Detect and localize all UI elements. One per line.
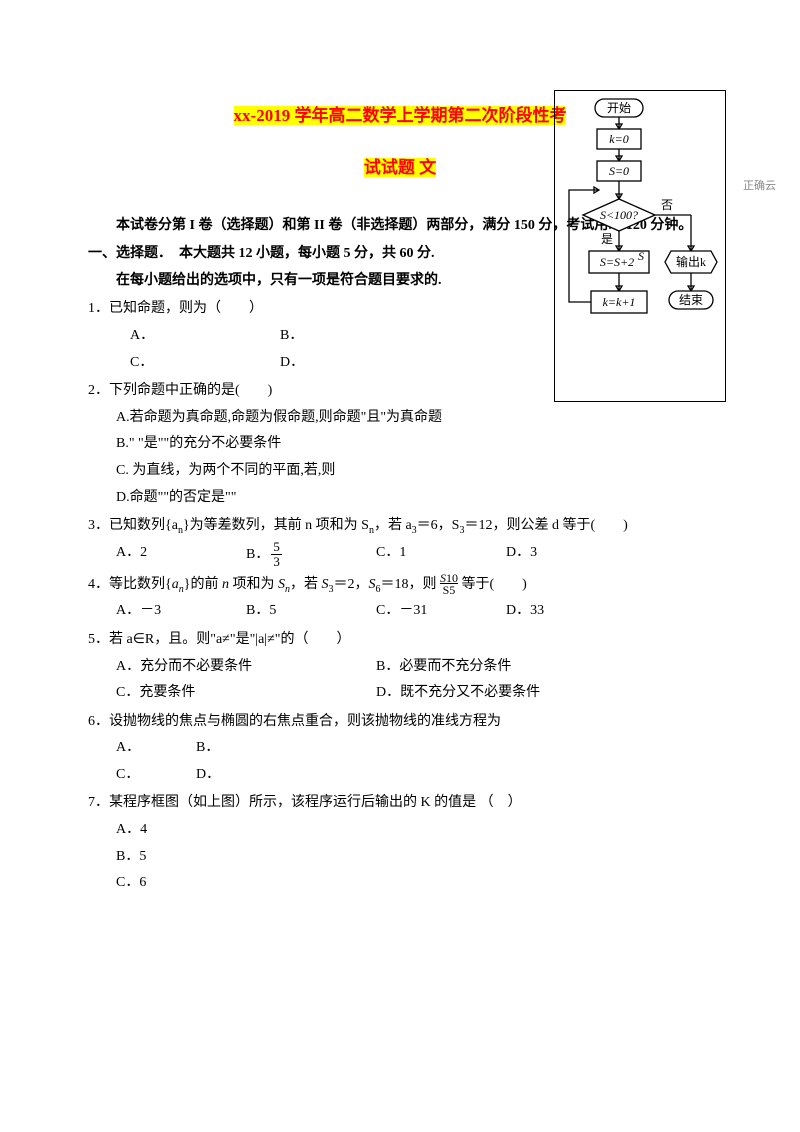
svg-text:S: S xyxy=(638,249,644,263)
svg-text:是: 是 xyxy=(601,232,613,246)
q7-B: B．5 xyxy=(88,844,712,871)
q6-options: A．B． C．D． xyxy=(88,735,712,788)
q5-stem: 5．若 a∈R，且。则"a≠"是"|a|≠"的（ ） xyxy=(88,627,712,654)
q2-B: B." "是""的充分不必要条件 xyxy=(88,431,712,458)
svg-text:开始: 开始 xyxy=(607,101,631,115)
svg-text:输出k: 输出k xyxy=(676,254,706,269)
q7-stem: 7．某程序框图（如上图）所示，该程序运行后输出的 K 的值是 （ ） xyxy=(88,790,712,817)
q2-D: D.命题""的否定是"" xyxy=(88,485,712,512)
q5-options: A．充分而不必要条件B．必要而不充分条件 C．充要条件D．既不充分又不必要条件 xyxy=(88,654,712,707)
q4-stem: 4．等比数列{an}的前 n 项和为 Sn，若 S3＝2，S6＝18，则 S10… xyxy=(88,572,712,599)
q7-A: A．4 xyxy=(88,817,712,844)
svg-text:否: 否 xyxy=(661,198,673,212)
svg-text:k=k+1: k=k+1 xyxy=(603,295,636,309)
svg-text:S=0: S=0 xyxy=(609,164,629,178)
watermark-text: 正确云 xyxy=(743,176,776,197)
svg-text:k=0: k=0 xyxy=(609,132,628,146)
q7-C: C．6 xyxy=(88,870,712,897)
q2-A: A.若命题为真命题,命题为假命题,则命题"且"为真命题 xyxy=(88,405,712,432)
svg-text:S=S+2: S=S+2 xyxy=(600,255,634,269)
svg-text:S<100?: S<100? xyxy=(600,208,638,222)
q4-options: A．－3 B．5 C．－31 D．33 xyxy=(88,598,712,625)
svg-text:结束: 结束 xyxy=(679,293,703,307)
q6-stem: 6．设抛物线的焦点与椭圆的右焦点重合，则该抛物线的准线方程为 xyxy=(88,709,712,736)
q3-options: A．2 B．53 C．1 D．3 xyxy=(88,540,712,570)
q3-stem: 3．已知数列{an}为等差数列，其前 n 项和为 Sn，若 a3＝6，S3＝12… xyxy=(88,513,712,540)
flowchart-diagram: 开始 k=0 S=0 S<100? 是 S=S+2 S k=k+1 否 输出k xyxy=(554,90,726,402)
q2-C: C. 为直线，为两个不同的平面,若,则 xyxy=(88,458,712,485)
